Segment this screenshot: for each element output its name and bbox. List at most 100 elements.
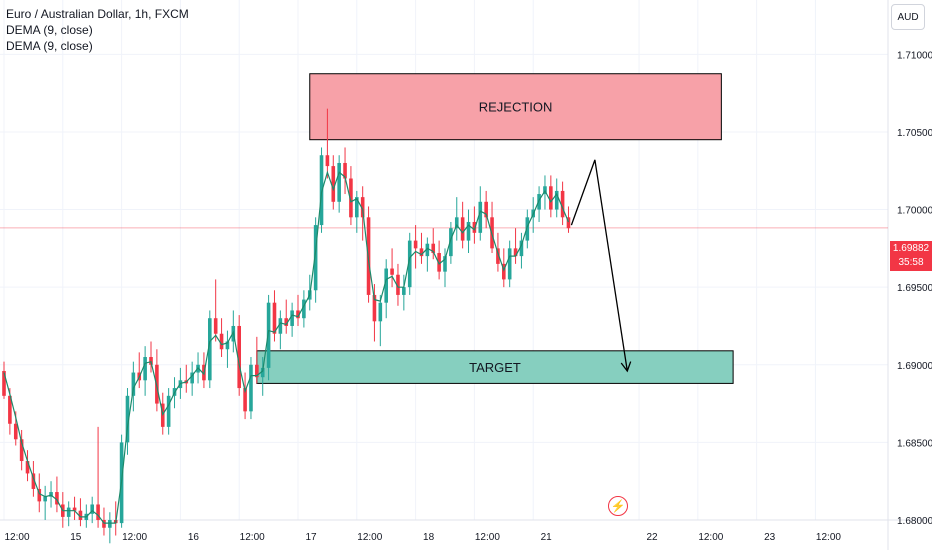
candle-body (143, 357, 147, 381)
symbol-title[interactable]: Euro / Australian Dollar, 1h, FXCM (6, 7, 189, 21)
candle-body (290, 310, 294, 326)
candle-body (125, 395, 130, 443)
y-tick-label: 1.70000 (897, 206, 932, 217)
indicator-dema-2[interactable]: DEMA (9, close) (6, 39, 93, 53)
x-tick-label: 12:00 (475, 532, 500, 543)
candle-body (349, 178, 353, 218)
x-tick-label: 22 (646, 532, 658, 543)
candle-body (484, 201, 488, 218)
y-tick-label: 1.69000 (897, 361, 932, 372)
candle-body (102, 520, 106, 528)
y-tick-label: 1.68000 (897, 516, 932, 527)
candle-body (78, 510, 83, 520)
candle-body (566, 217, 571, 229)
candle-body (419, 248, 424, 257)
candle-body (43, 496, 47, 502)
candle-body (443, 256, 447, 272)
candle-body (272, 302, 277, 334)
y-tick-label: 1.71000 (897, 50, 932, 61)
candle-body (355, 197, 359, 218)
x-tick-label: 17 (305, 532, 317, 543)
candle-body (560, 190, 565, 218)
candle-body (49, 492, 53, 497)
candle-body (296, 310, 300, 319)
candle-body (255, 364, 259, 378)
candle-body (413, 240, 418, 249)
candle-body (525, 217, 530, 241)
candle-body (325, 155, 330, 167)
candle-body (449, 228, 453, 257)
candle-body (472, 221, 477, 233)
x-tick-label: 12:00 (4, 532, 29, 543)
candle-body (431, 243, 436, 254)
candle-body (149, 357, 153, 365)
x-tick-label: 18 (423, 532, 435, 543)
candle-body (208, 318, 212, 381)
y-tick-label: 1.70500 (897, 128, 932, 139)
current-price-value: 1.69882 (892, 243, 930, 254)
candle-body (166, 395, 171, 427)
candle-body (378, 302, 383, 322)
candle-body (249, 364, 253, 412)
candle-body (396, 274, 400, 295)
rejection-zone (309, 73, 722, 141)
indicator-dema-1[interactable]: DEMA (9, close) (6, 23, 93, 37)
candle-body (25, 461, 30, 474)
candle-body (66, 507, 71, 517)
candle-body (72, 507, 77, 511)
bar-countdown: 35:58 (898, 257, 924, 268)
candle-body (278, 318, 283, 334)
candle-body (372, 294, 377, 322)
projection-arrowhead (620, 361, 632, 373)
x-tick-label: 21 (541, 532, 553, 543)
candles (2, 108, 571, 544)
currency-button[interactable]: AUD (891, 4, 925, 30)
rejection-label: REJECTION (479, 100, 553, 115)
candle-body (478, 201, 483, 233)
candle-body (337, 162, 341, 202)
candle-body (360, 197, 365, 218)
candle-body (243, 388, 247, 412)
candle-body (55, 492, 59, 505)
candle-body (331, 166, 336, 202)
candle-body (313, 225, 318, 291)
candle-body (437, 253, 441, 272)
candle-body (519, 240, 524, 257)
candle-body (507, 248, 512, 280)
candle-body (19, 439, 24, 462)
candle-body (454, 217, 459, 229)
candle-body (549, 186, 553, 210)
current-price-label: 1.69882 35:58 (890, 241, 932, 271)
candle-body (343, 162, 347, 179)
candle-body (96, 504, 100, 520)
y-tick-label: 1.69500 (897, 283, 932, 294)
x-tick-label: 15 (70, 532, 82, 543)
candle-body (8, 395, 12, 424)
target-label: TARGET (469, 360, 521, 375)
candle-body (190, 372, 194, 384)
candle-body (260, 367, 265, 378)
x-tick-label: 12:00 (357, 532, 382, 543)
candle-body (407, 240, 412, 288)
candle-body (31, 473, 36, 489)
candle-body (266, 302, 271, 368)
candle-body (496, 248, 500, 264)
dema-line (3, 170, 570, 524)
candle-body (219, 333, 224, 350)
candle-body (390, 268, 394, 275)
chart-legend: Euro / Australian Dollar, 1h, FXCM DEMA … (6, 6, 189, 54)
x-tick-label: 16 (188, 532, 200, 543)
candle-body (225, 341, 230, 350)
candle-body (90, 504, 94, 514)
candle-body (213, 318, 218, 334)
projection-path (570, 159, 628, 372)
candle-body (513, 248, 518, 257)
candle-body (237, 325, 241, 389)
candle-body (460, 217, 465, 241)
candle-body (554, 190, 559, 210)
candle-body (319, 155, 324, 226)
candle-body (131, 372, 136, 396)
candle-body (384, 268, 388, 303)
lightning-icon[interactable]: ⚡ (608, 496, 628, 516)
